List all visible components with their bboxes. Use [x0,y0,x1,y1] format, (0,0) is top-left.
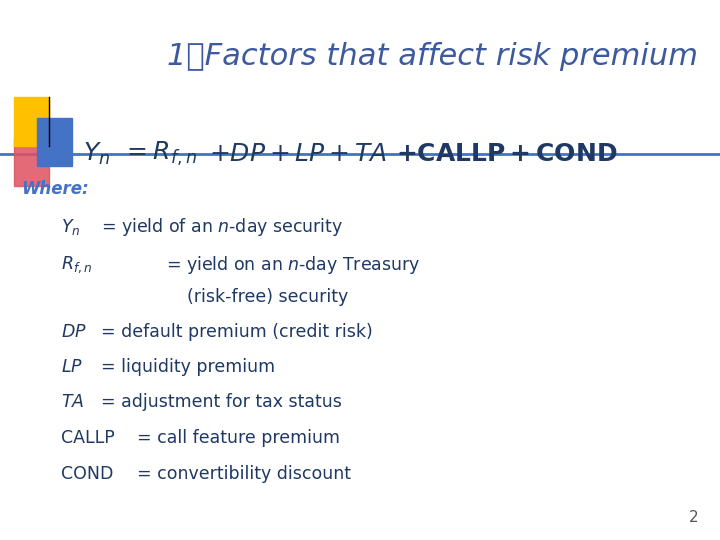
Text: $\mathit{LP}$: $\mathit{LP}$ [61,358,84,376]
Text: = adjustment for tax status: = adjustment for tax status [101,393,342,411]
Text: = yield of an $\mathit{n}$-day security: = yield of an $\mathit{n}$-day security [101,216,343,238]
Bar [37,118,72,166]
Text: 1、Factors that affect risk premium: 1、Factors that affect risk premium [167,42,698,71]
Bar [14,97,49,146]
Text: COND: COND [61,465,114,483]
Text: $\mathit{Y}_{\mathit{n}}$: $\mathit{Y}_{\mathit{n}}$ [61,217,81,237]
Text: = liquidity premium: = liquidity premium [101,358,275,376]
Text: $\mathbf{+ CALLP + COND}$: $\mathbf{+ CALLP + COND}$ [396,142,618,166]
Text: CALLP: CALLP [61,429,115,448]
Text: Where:: Where: [22,180,89,198]
Text: = yield on an $\mathit{n}$-day Treasury: = yield on an $\mathit{n}$-day Treasury [166,254,420,275]
Text: = default premium (credit risk): = default premium (credit risk) [101,323,372,341]
Text: = call feature premium: = call feature premium [137,429,340,448]
Text: $= \mathit{R}_{\mathit{f,n}}$: $= \mathit{R}_{\mathit{f,n}}$ [122,140,197,168]
Text: $\mathit{DP}$: $\mathit{DP}$ [61,323,87,341]
Text: $\mathit{Y}_{\mathit{n}}$: $\mathit{Y}_{\mathit{n}}$ [83,141,110,167]
Text: $+ \mathit{DP} + \mathit{LP} + \mathit{TA}$: $+ \mathit{DP} + \mathit{LP} + \mathit{T… [209,142,387,166]
Bar [14,138,49,186]
Text: $\mathit{TA}$: $\mathit{TA}$ [61,393,84,411]
Text: $\mathit{R}_{\mathit{f,n}}$: $\mathit{R}_{\mathit{f,n}}$ [61,254,93,275]
Text: = convertibility discount: = convertibility discount [137,465,351,483]
Text: 2: 2 [689,510,698,525]
Text: (risk-free) security: (risk-free) security [187,288,348,306]
